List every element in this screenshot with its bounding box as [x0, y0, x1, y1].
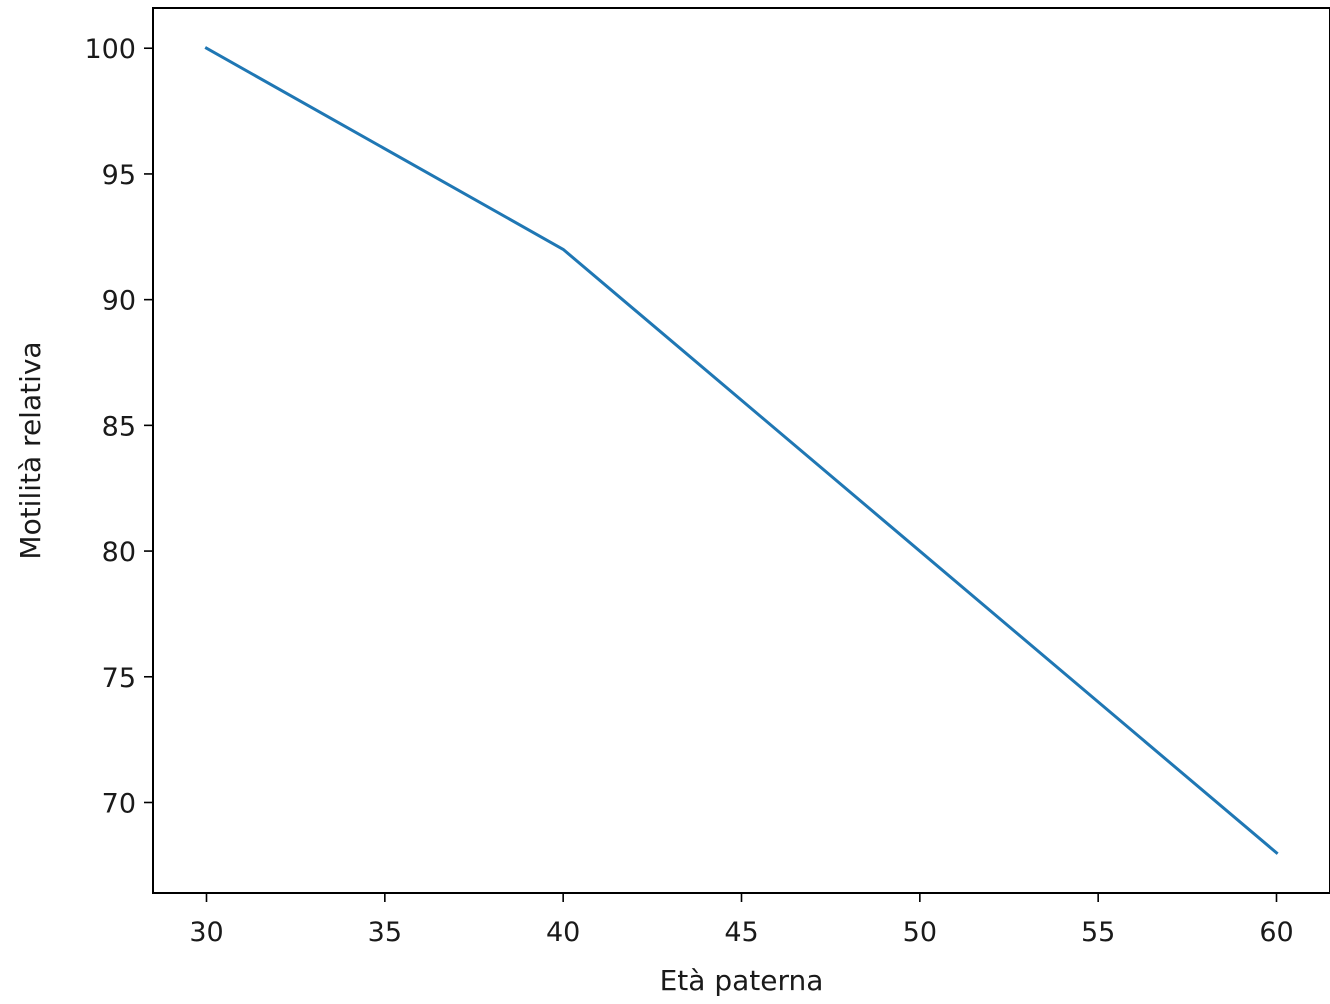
axis-ticks: 30 35 40 45 50 55 60 70 75 80 85 90 95 100	[84, 34, 1293, 948]
x-tick-label: 50	[903, 917, 937, 948]
x-tick-label: 30	[189, 917, 223, 948]
x-tick-label: 55	[1081, 917, 1115, 948]
x-tick-label: 40	[546, 917, 580, 948]
y-tick-label: 90	[102, 286, 136, 317]
series-line	[204, 46, 1279, 855]
x-tick-label: 60	[1259, 917, 1293, 948]
y-tick-label: 95	[102, 160, 136, 191]
y-tick-label: 70	[102, 788, 136, 819]
y-tick-label: 80	[102, 537, 136, 568]
plot-marks	[204, 46, 1279, 855]
x-tick-label: 35	[368, 917, 402, 948]
x-tick-label: 45	[724, 917, 758, 948]
y-tick-label: 85	[102, 411, 136, 442]
plot-frame	[152, 7, 1330, 894]
x-axis-label: Età paterna	[660, 964, 824, 997]
y-tick-label: 100	[84, 34, 136, 65]
y-axis-label: Motilità relativa	[14, 341, 47, 559]
y-tick-label: 75	[102, 663, 136, 694]
